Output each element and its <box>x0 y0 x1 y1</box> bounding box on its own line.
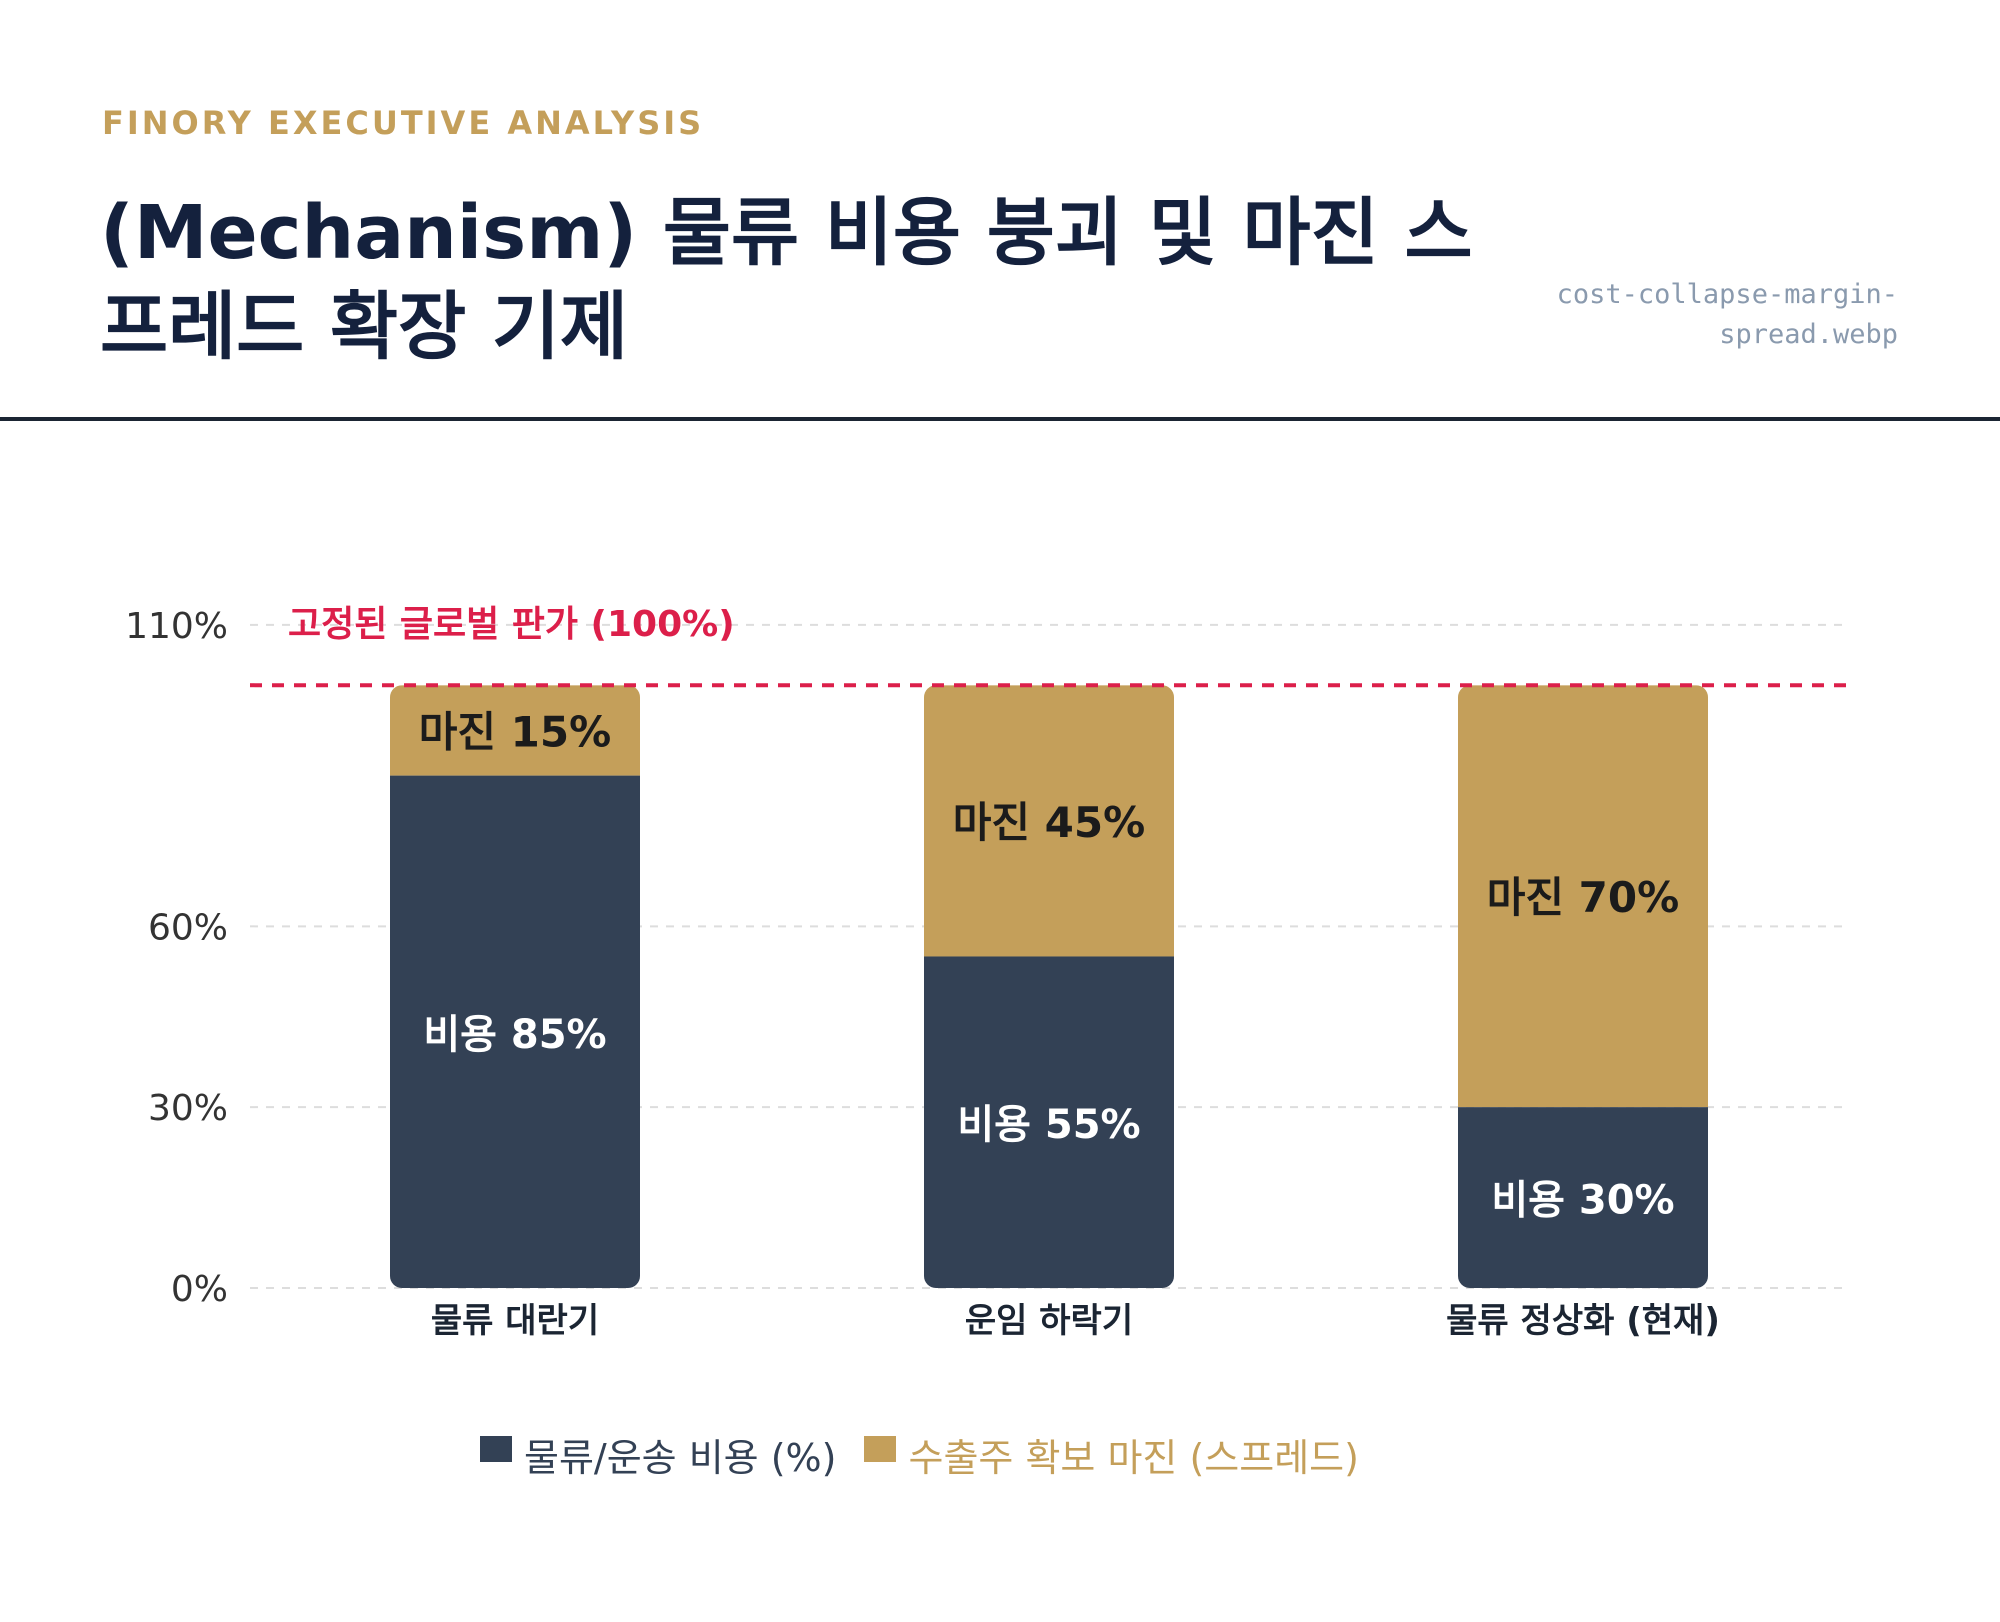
bar-stack <box>390 685 640 1288</box>
bar-cost <box>924 956 1174 1288</box>
x-tick-label: 물류 대란기 <box>431 1301 599 1341</box>
legend-item-margin: 수출주 확보 마진 (스프레드) <box>864 1430 1359 1486</box>
y-axis: 0% 30% 60% 110% <box>125 606 228 1310</box>
bar-label-margin: 마진 70% <box>1487 873 1679 922</box>
bars: 마진 15% 비용 85% 마진 45% 비용 55% 마진 70% 비용 30% <box>390 685 1708 1288</box>
x-tick-label: 물류 정상화 (현재) <box>1446 1301 1720 1341</box>
bar-stack <box>924 685 1174 1288</box>
bar-stack <box>1458 685 1708 1288</box>
legend-item-cost: 물류/운송 비용 (%) <box>480 1430 836 1486</box>
y-tick-label: 110% <box>125 606 228 647</box>
bar-label-margin: 마진 45% <box>953 798 1145 847</box>
x-axis: 물류 대란기 운임 하락기 물류 정상화 (현재) <box>431 1301 1720 1341</box>
bar-margin <box>1458 685 1708 1108</box>
bar-margin <box>924 685 1174 957</box>
legend-swatch-margin <box>864 1436 897 1462</box>
bar-cost <box>1458 1107 1708 1288</box>
y-tick-label: 0% <box>171 1269 228 1310</box>
reference-line-group: 고정된 글로벌 판가 (100%) <box>250 604 1848 688</box>
header-divider <box>0 417 2000 421</box>
bar-margin <box>390 685 640 776</box>
bar-cost <box>390 775 640 1288</box>
legend-label-cost: 물류/운송 비용 (%) <box>524 1436 837 1480</box>
page-title: (Mechanism) 물류 비용 붕괴 및 마진 스프레드 확장 기제 <box>100 190 1473 370</box>
bar-label-margin: 마진 15% <box>419 707 611 756</box>
eyebrow-label: FINORY EXECUTIVE ANALYSIS <box>102 104 705 142</box>
y-tick-label: 60% <box>148 907 228 948</box>
bar-label-cost: 비용 55% <box>957 1102 1140 1148</box>
legend: 물류/운송 비용 (%) 수출주 확보 마진 (스프레드) <box>480 1430 1387 1486</box>
reference-line-label: 고정된 글로벌 판가 (100%) <box>288 604 735 645</box>
image-filename: cost-collapse-margin-spread.webp <box>1556 279 1898 350</box>
y-tick-label: 30% <box>148 1088 228 1129</box>
legend-label-margin: 수출주 확보 마진 (스프레드) <box>908 1436 1359 1480</box>
legend-swatch-cost <box>480 1436 512 1462</box>
x-tick-label: 운임 하락기 <box>965 1301 1133 1341</box>
bar-label-cost: 비용 30% <box>1491 1178 1674 1224</box>
bar-label-cost: 비용 85% <box>423 1012 606 1058</box>
